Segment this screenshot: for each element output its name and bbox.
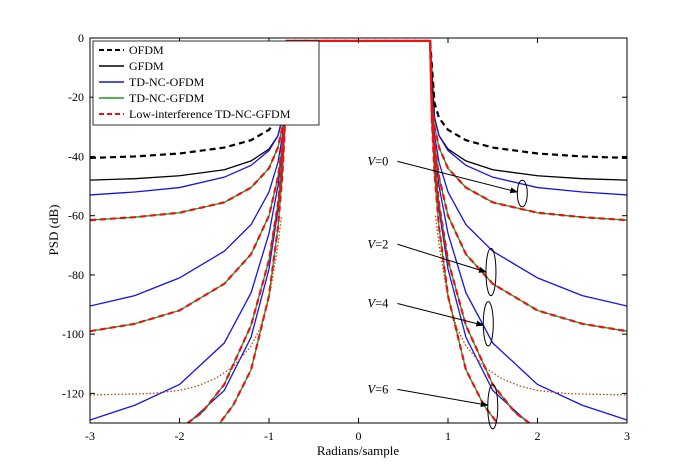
annotation-arrow [397,243,487,273]
x-tick-label: 1 [445,429,451,443]
legend-label-td-nc-ofdm: TD-NC-OFDM [129,75,205,89]
annotation-ellipse [485,247,497,297]
annotation-arrow [397,388,489,407]
y-tick-label: -60 [68,209,84,223]
y-tick-label: -40 [68,149,84,163]
x-tick-label: 3 [624,429,630,443]
annotation-v-6: V=6 [367,382,388,396]
y-tick-label: -80 [68,268,84,282]
y-tick-label: -100 [62,327,84,341]
y-tick-label: -20 [68,90,84,104]
x-tick-label: -1 [264,429,274,443]
y-tick-label: -120 [62,386,84,400]
x-axis-label: Radians/sample [317,443,400,458]
legend: OFDM GFDM TD-NC-OFDM TD-NC-GFDM Low-interfer… [92,40,320,126]
x-tick-label: 2 [535,429,541,443]
x-tick-label: -3 [85,429,95,443]
y-axis-label: PSD (dB) [46,205,61,256]
annotation-v-0: V=0 [367,154,388,168]
legend-label-low-interference-td-nc-gfdm: Low-interference TD-NC-GFDM [129,107,291,121]
legend-label-ofdm: OFDM [129,43,164,57]
annotation-arrow [397,303,485,327]
annotation-ellipse [487,384,499,430]
legend-box [92,40,320,126]
x-tick-label: 0 [356,429,362,443]
annotation-ellipse [516,179,528,208]
annotation-v-2: V=2 [367,237,388,251]
series-low-interference-td-nc-gfdm-v-6-floor [90,215,627,396]
legend-label-gfdm: GFDM [129,59,164,73]
annotation-v-4: V=4 [367,297,389,311]
annotation-ellipse [482,301,494,347]
y-tick-label: 0 [78,31,84,45]
annotation-arrow [397,160,519,194]
legend-label-td-nc-gfdm: TD-NC-GFDM [129,91,205,105]
x-tick-label: -2 [175,429,185,443]
series-ofdm [90,39,627,160]
